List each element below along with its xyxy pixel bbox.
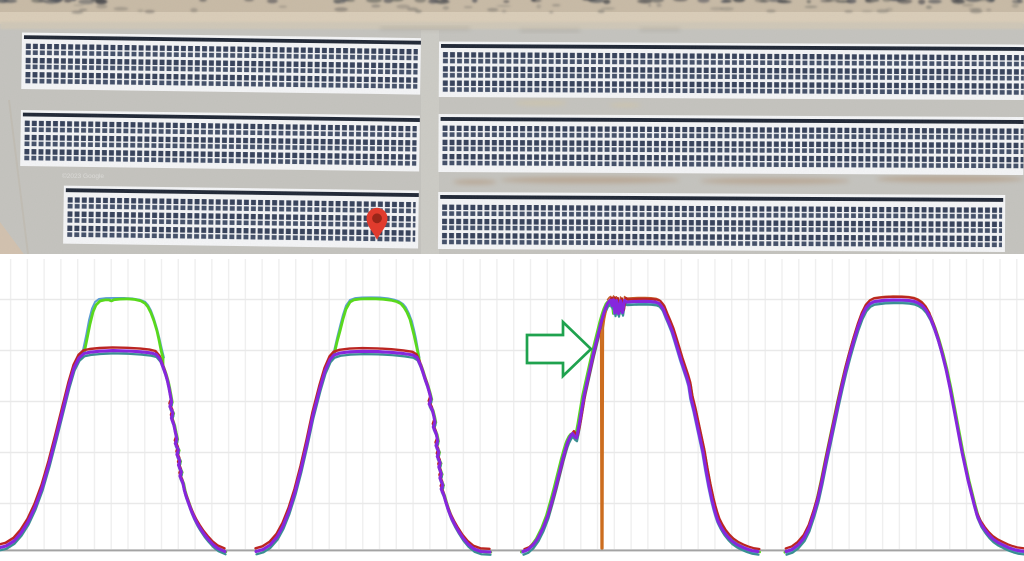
- svg-text:©2023 Google: ©2023 Google: [62, 172, 104, 180]
